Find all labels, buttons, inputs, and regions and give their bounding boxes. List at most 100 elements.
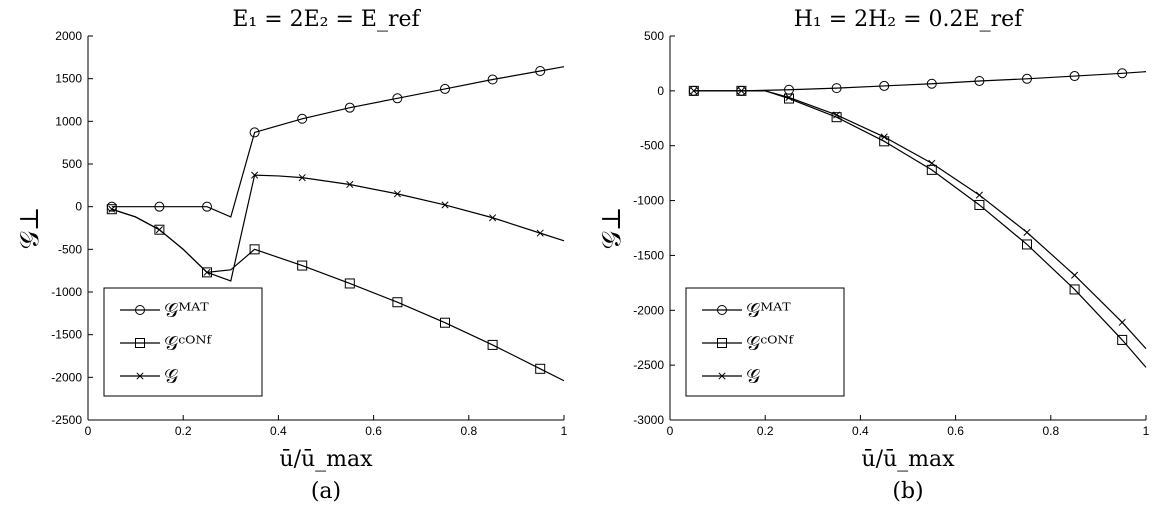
- marker-cross-8: [1071, 271, 1079, 279]
- y-tick-label: -1500: [51, 328, 82, 342]
- chart-title: H₁ = 2H₂ = 0.2E_ref: [794, 7, 1024, 32]
- marker-cross-1: [737, 87, 745, 95]
- chart-panel-a: E₁ = 2E₂ = E_ref -2500 -2000 -1500 -1000 -500…: [15, 7, 568, 504]
- x-tick-label: 0.8: [1042, 424, 1059, 438]
- marker-cross-3: [251, 171, 259, 179]
- y-tick-label: -3000: [633, 413, 664, 427]
- y-tick-label: 500: [644, 29, 664, 43]
- chart-panel-b: H₁ = 2H₂ = 0.2E_ref -3000 -2500 -2000 -1500 -…: [597, 7, 1150, 504]
- marker-square-2: [202, 267, 212, 278]
- y-axis-label: 𝒢⊥: [597, 207, 627, 250]
- marker-square-7: [1022, 239, 1032, 250]
- marker-circle-3: [831, 83, 842, 94]
- legend: 𝒢ᴹᴬᵀ 𝒢ᶜᴼᴺᶠ 𝒢: [103, 287, 263, 397]
- x-tick-label: 0.2: [175, 424, 192, 438]
- legend-item-circle: 𝒢ᴹᴬᵀ: [702, 298, 791, 322]
- series-cross: [108, 171, 565, 282]
- y-tick-label: -1000: [633, 194, 664, 208]
- marker-cross-6: [975, 191, 983, 199]
- marker-cross-2: [203, 268, 211, 276]
- marker-cross-8: [489, 214, 497, 222]
- y-tick-label: 0: [75, 200, 82, 214]
- marker-square-8: [487, 339, 498, 350]
- marker-cross-6: [393, 190, 401, 198]
- marker-cross-5: [346, 180, 354, 189]
- y-tick-label: 500: [62, 157, 82, 171]
- marker-cross-0: [108, 205, 116, 213]
- marker-cross-1: [155, 226, 163, 234]
- y-tick-label: -2500: [51, 413, 82, 427]
- marker-circle-8: [487, 74, 498, 85]
- marker-circle-8: [1069, 71, 1080, 82]
- marker-circle-2: [202, 201, 212, 212]
- legend-item-circle: 𝒢ᴹᴬᵀ: [120, 298, 209, 322]
- y-tick-label: 1000: [55, 114, 82, 128]
- x-tick-label: 1: [561, 424, 568, 438]
- x-tick-label: 0.8: [460, 424, 477, 438]
- y-axis-label: 𝒢⊥: [15, 207, 45, 250]
- marker-circle-9: [1117, 68, 1128, 79]
- marker-square-legend: [135, 338, 145, 348]
- marker-circle-1: [154, 201, 165, 212]
- marker-square-6: [392, 297, 403, 308]
- legend-label: 𝒢: [164, 364, 178, 388]
- x-tick-label: 1: [1143, 424, 1150, 438]
- legend-label: 𝒢ᴹᴬᵀ: [164, 298, 209, 322]
- marker-circle-legend: [717, 305, 727, 315]
- series-circle: [106, 65, 565, 218]
- y-tick-label: -2500: [633, 358, 664, 372]
- x-tick-label: 0.2: [757, 424, 774, 438]
- legend-label: 𝒢: [746, 364, 760, 388]
- marker-square-5: [926, 164, 937, 175]
- x-axis-label: ū/ū_max: [279, 447, 373, 472]
- marker-circle-5: [344, 102, 355, 113]
- y-tick-label: -2000: [51, 370, 82, 384]
- marker-square-1: [154, 224, 165, 235]
- marker-cross-4: [298, 174, 306, 182]
- marker-square-6: [974, 199, 985, 210]
- marker-circle-5: [926, 78, 937, 89]
- marker-cross-0: [690, 87, 698, 95]
- marker-circle-4: [879, 80, 890, 91]
- legend-item-cross: 𝒢: [702, 364, 760, 388]
- x-tick-label: 0: [667, 424, 674, 438]
- y-tick-label: -1000: [51, 285, 82, 299]
- marker-cross-2: [785, 93, 793, 101]
- x-tick-label: 0.6: [947, 424, 964, 438]
- x-tick-label: 0.4: [270, 424, 287, 438]
- marker-circle-6: [392, 93, 403, 104]
- marker-cross-9: [536, 229, 544, 237]
- marker-cross-7: [1023, 228, 1031, 236]
- marker-circle-legend: [135, 305, 145, 315]
- x-tick-label: 0.4: [852, 424, 869, 438]
- chart-title: E₁ = 2E₂ = E_ref: [232, 7, 421, 32]
- marker-circle-9: [535, 65, 546, 76]
- marker-square-0: [106, 204, 117, 215]
- marker-square-legend: [717, 338, 727, 348]
- y-tick-label: 2000: [55, 29, 82, 43]
- legend-box: [103, 287, 263, 397]
- marker-square-9: [535, 363, 546, 374]
- legend-box: [685, 287, 845, 397]
- marker-circle-3: [249, 127, 260, 138]
- marker-cross-9: [1118, 318, 1126, 326]
- marker-cross-5: [928, 159, 936, 167]
- series-line-circle: [693, 71, 1147, 92]
- marker-square-4: [297, 260, 308, 271]
- marker-circle-4: [297, 113, 308, 124]
- y-tick-label: 0: [657, 84, 664, 98]
- series-line-circle: [111, 66, 565, 218]
- legend-label: 𝒢ᴹᴬᵀ: [746, 298, 791, 322]
- y-tick-label: -2000: [633, 303, 664, 317]
- marker-square-7: [440, 317, 450, 328]
- series-line-cross: [111, 174, 565, 282]
- marker-cross-4: [880, 133, 888, 141]
- y-tick-label: -500: [58, 242, 82, 256]
- marker-cross-7: [441, 201, 449, 209]
- marker-cross-legend: [136, 372, 144, 380]
- series-line-cross: [693, 90, 1147, 350]
- marker-cross-legend: [718, 372, 726, 380]
- x-tick-label: 0: [85, 424, 92, 438]
- y-tick-label: 1500: [55, 72, 82, 86]
- marker-square-9: [1117, 334, 1128, 345]
